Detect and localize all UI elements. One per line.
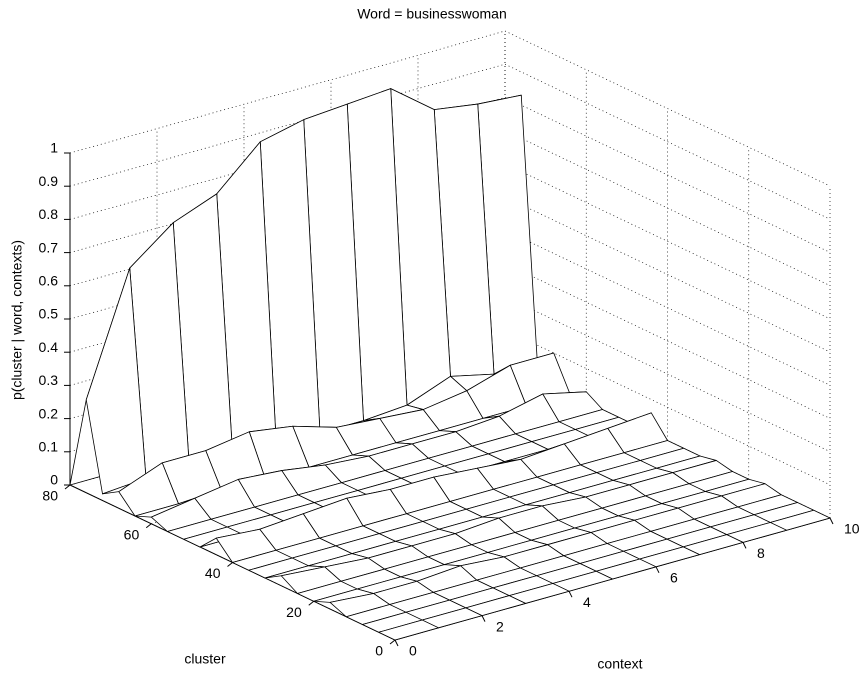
x-axis-label: context <box>597 656 642 672</box>
z-axis-label: p(cluster | word, contexts) <box>9 240 25 400</box>
x-tick-label: 2 <box>496 618 504 634</box>
tick-mark <box>568 590 573 598</box>
tick-mark <box>308 600 315 606</box>
z-tick-label: 0.5 <box>39 306 59 322</box>
z-tick-label: 0.4 <box>39 339 59 355</box>
tick-mark <box>64 484 71 490</box>
z-tick-label: 0.7 <box>39 239 59 255</box>
grid-line <box>504 97 831 253</box>
grid-line <box>504 163 831 320</box>
x-tick-label: 10 <box>844 521 860 537</box>
z-tick-label: 0.1 <box>39 439 59 455</box>
tick-mark <box>742 542 747 549</box>
tick-mark <box>389 639 396 645</box>
grid-line <box>69 30 506 154</box>
x-tick-label: 0 <box>409 643 417 659</box>
y-tick-label: 0 <box>375 643 383 659</box>
mesh-face <box>378 619 439 641</box>
z-tick-label: 0 <box>50 472 58 488</box>
x-tick-label: 6 <box>670 570 678 586</box>
z-tick-label: 0.8 <box>39 206 59 222</box>
grid-line <box>504 196 831 353</box>
grid-line <box>504 296 831 452</box>
z-tick-label: 0.6 <box>39 273 59 289</box>
x-tick-label: 4 <box>583 594 591 610</box>
z-tick-label: 0.2 <box>39 405 59 421</box>
tick-mark <box>145 523 152 529</box>
y-tick-label: 40 <box>205 565 221 581</box>
z-tick-label: 0.9 <box>39 173 59 189</box>
tick-mark <box>655 566 660 574</box>
grid-line <box>504 30 831 187</box>
tick-mark <box>227 562 233 567</box>
chart-title: Word = businesswoman <box>357 6 507 22</box>
grid-line <box>504 329 831 486</box>
tick-mark <box>481 615 486 622</box>
tick-mark <box>394 639 399 647</box>
x-tick-label: 8 <box>757 545 765 561</box>
grid-line <box>504 263 831 419</box>
tick-mark <box>829 517 834 525</box>
z-tick-label: 0.3 <box>39 372 59 388</box>
y-axis-label: cluster <box>184 651 226 667</box>
y-tick-label: 80 <box>42 488 58 504</box>
z-tick-label: 1 <box>50 140 58 156</box>
grid-line <box>69 63 506 187</box>
grid-line <box>504 63 831 220</box>
y-tick-label: 20 <box>286 604 302 620</box>
y-tick-label: 60 <box>124 526 140 542</box>
